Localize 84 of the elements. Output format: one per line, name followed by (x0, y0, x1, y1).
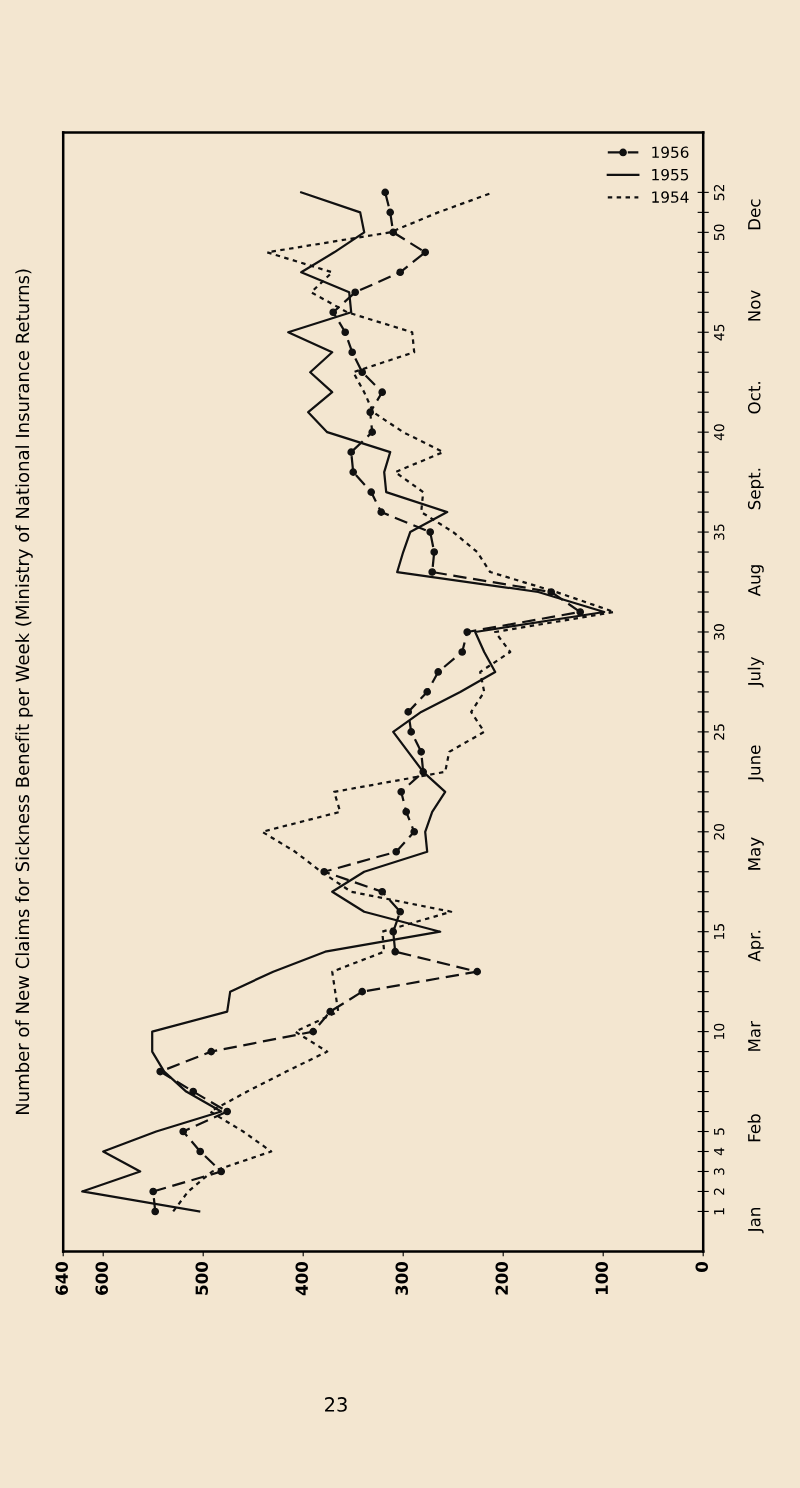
point (378, 887, 387, 896)
point (196, 1147, 205, 1156)
point (391, 947, 400, 956)
point (396, 268, 405, 277)
y-tick-label: 40 (713, 424, 725, 441)
category-label: Dec (748, 199, 761, 230)
point (381, 188, 390, 197)
point (430, 548, 439, 556)
point (463, 628, 472, 636)
category-label: Nov (748, 290, 761, 321)
point (386, 208, 395, 217)
point (329, 308, 338, 317)
category-label: Sept. (747, 468, 764, 510)
legend-label: 1955 (652, 168, 689, 181)
category-label: Oct. (747, 382, 761, 414)
y-tick-label: 35 (713, 524, 725, 540)
y-tick-label: 2 (713, 1188, 725, 1195)
point (410, 827, 419, 836)
point (458, 648, 467, 656)
x-tick-label: 600 (95, 1261, 109, 1295)
point (407, 728, 416, 736)
category-label: Feb (747, 1114, 761, 1142)
y-tick-label: 4 (714, 1147, 725, 1156)
x-tick-label: 500 (195, 1261, 209, 1295)
category-label: Aug (748, 565, 764, 597)
category-label: Jan (748, 1208, 764, 1234)
y-tick-label: 10 (713, 1023, 725, 1039)
point (351, 288, 360, 297)
text: 23 (325, 1397, 347, 1412)
point (223, 1107, 232, 1116)
point (151, 1207, 160, 1216)
y-tick-label: 50 (713, 224, 725, 241)
category-label: June (748, 745, 764, 782)
y-tick-label: 45 (714, 324, 725, 341)
point (179, 1127, 188, 1136)
category-label: July (747, 656, 764, 688)
point (396, 907, 405, 916)
point (309, 1027, 318, 1036)
point (428, 568, 437, 576)
point (421, 248, 430, 257)
point (576, 608, 585, 616)
x-tick-label: 640 (55, 1261, 69, 1295)
legend-label: 1954 (652, 191, 689, 203)
point (367, 488, 376, 496)
point (377, 508, 386, 516)
point (326, 1007, 335, 1016)
y-tick-label: 3 (713, 1168, 725, 1175)
point (366, 408, 375, 416)
point (426, 528, 435, 536)
text: Number of New Claims for Sickness Benefit per Week (Ministry of National Insurance Returns) (15, 269, 33, 1115)
point (404, 708, 413, 716)
y-tick-label: 25 (713, 724, 725, 740)
category-label: Mar (748, 1021, 761, 1051)
point (417, 748, 426, 756)
point (349, 468, 358, 476)
point (348, 348, 357, 357)
y-tick-label: 52 (713, 184, 725, 201)
category-label: May (748, 837, 764, 870)
y-tick-label: 5 (714, 1128, 725, 1135)
point (358, 987, 367, 996)
x-tick-label: 0 (695, 1261, 709, 1272)
x-tick-label: 100 (595, 1261, 609, 1295)
x-tick-label: 200 (495, 1261, 509, 1295)
point (402, 807, 411, 816)
y-tick-label: 1 (714, 1208, 725, 1215)
x-tick-label: 400 (295, 1261, 309, 1296)
point (358, 368, 367, 377)
point (378, 388, 387, 397)
point (473, 967, 482, 976)
point (207, 1047, 216, 1056)
point (149, 1187, 158, 1196)
point (434, 668, 443, 676)
y-tick-label: 15 (714, 924, 725, 940)
point (341, 328, 350, 337)
point (347, 448, 356, 456)
point (397, 788, 406, 796)
point (392, 847, 401, 856)
x-tick-label: 300 (395, 1261, 409, 1295)
y-tick-label: 20 (713, 823, 725, 840)
y-tick-label: 30 (713, 624, 725, 640)
point (368, 428, 377, 436)
category-label: Apr. (748, 930, 764, 962)
legend-label: 1956 (652, 146, 689, 159)
point (423, 688, 432, 696)
